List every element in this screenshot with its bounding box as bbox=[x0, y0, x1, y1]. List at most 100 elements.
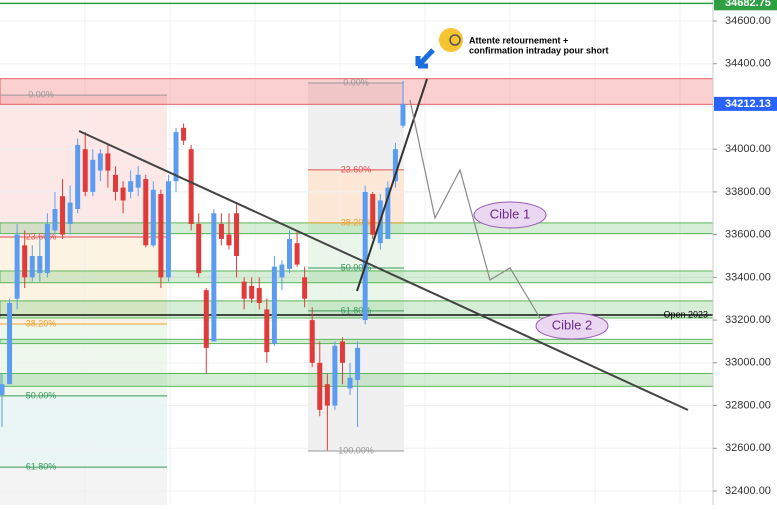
candle-body bbox=[370, 194, 376, 235]
fib-zone bbox=[308, 267, 404, 311]
y-tick-label: 34600.00 bbox=[725, 15, 771, 27]
candle-body bbox=[332, 345, 338, 406]
candle-body bbox=[120, 187, 126, 201]
candle-body bbox=[264, 309, 270, 353]
fib-label: 38.20% bbox=[341, 217, 372, 227]
support-zone bbox=[0, 270, 714, 284]
target-bubble bbox=[535, 312, 609, 340]
fib-zone bbox=[0, 467, 167, 505]
candle-body bbox=[309, 320, 315, 363]
fib-label: 38.20% bbox=[26, 318, 57, 328]
y-tick-label: 33200.00 bbox=[725, 314, 771, 326]
fib-label: 100.00% bbox=[338, 445, 374, 455]
candle-body bbox=[158, 194, 164, 278]
candle-body bbox=[271, 266, 277, 344]
candle-body bbox=[143, 179, 149, 246]
candle-body bbox=[324, 384, 330, 406]
target-label: Cible 1 bbox=[490, 206, 530, 221]
candle-body bbox=[165, 181, 171, 278]
candle-body bbox=[218, 223, 224, 239]
candle-body bbox=[150, 189, 156, 246]
price-tag bbox=[714, 0, 777, 11]
y-tick-label: 33800.00 bbox=[725, 186, 771, 198]
candle-body bbox=[355, 347, 361, 380]
candle-body bbox=[400, 103, 406, 126]
price-label: 34682.75 bbox=[725, 0, 771, 9]
y-tick-label: 32600.00 bbox=[725, 442, 771, 454]
candle-body bbox=[67, 202, 73, 224]
note: Attente retournement + bbox=[469, 35, 568, 45]
candle-body bbox=[14, 234, 20, 299]
candle-body bbox=[29, 256, 35, 278]
support-zone bbox=[0, 338, 714, 345]
candle-body bbox=[256, 288, 262, 304]
y-tick-label: 32400.00 bbox=[725, 485, 771, 497]
candle-body bbox=[181, 127, 187, 141]
fib-label: 61.80% bbox=[341, 305, 372, 315]
note: confirmation intraday pour short bbox=[469, 45, 609, 55]
candle-body bbox=[385, 187, 391, 239]
candle-body bbox=[241, 281, 247, 299]
candle-body bbox=[362, 191, 368, 321]
fib-label: 61.80% bbox=[26, 461, 57, 471]
candle-body bbox=[37, 256, 43, 274]
candle-body bbox=[90, 159, 96, 192]
candle-body bbox=[135, 174, 141, 188]
candle-body bbox=[97, 153, 103, 171]
target-bubble bbox=[473, 201, 547, 229]
target-label: Cible 2 bbox=[552, 317, 592, 332]
arrow bbox=[415, 48, 435, 69]
price-tag bbox=[714, 96, 777, 111]
candle-body bbox=[317, 362, 323, 410]
fib-label: 0.00% bbox=[28, 90, 54, 100]
candle-body bbox=[294, 243, 300, 265]
fib-label: 23.60% bbox=[26, 231, 57, 241]
trend-line bbox=[78, 130, 689, 411]
candle-body bbox=[82, 149, 88, 192]
fib-label: 50.00% bbox=[26, 390, 57, 400]
candle-body bbox=[203, 290, 209, 348]
candle-body bbox=[211, 213, 217, 342]
fib-zone bbox=[0, 236, 167, 324]
emoji-icon bbox=[439, 28, 463, 52]
fib-label: 50.00% bbox=[341, 262, 372, 272]
candle-body bbox=[188, 149, 194, 224]
candle-body bbox=[279, 264, 285, 278]
candle-body bbox=[7, 303, 13, 385]
candle-body bbox=[75, 144, 81, 210]
candle-body bbox=[0, 384, 5, 395]
fib-zone bbox=[308, 82, 404, 170]
projection-path bbox=[409, 99, 541, 319]
emoji-icon bbox=[449, 34, 461, 46]
candle-body bbox=[52, 209, 58, 231]
candle-body bbox=[234, 213, 240, 257]
y-tick-label: 34400.00 bbox=[725, 58, 771, 70]
candle-body bbox=[249, 285, 255, 299]
candle-body bbox=[302, 277, 308, 299]
y-tick-label: 33000.00 bbox=[725, 357, 771, 369]
candle-body bbox=[196, 223, 202, 274]
candle-body bbox=[44, 223, 50, 274]
fib-label: 23.60% bbox=[341, 164, 372, 174]
fib-zone bbox=[0, 395, 167, 468]
candle-body bbox=[105, 153, 111, 171]
y-tick-label: 32800.00 bbox=[725, 399, 771, 411]
price-label: 34212.13 bbox=[725, 98, 771, 110]
fib-zone bbox=[308, 310, 404, 452]
candle-body bbox=[226, 234, 232, 246]
candle-body bbox=[22, 245, 28, 278]
candle-body bbox=[60, 196, 66, 235]
candle-body bbox=[128, 181, 134, 192]
candle-body bbox=[287, 238, 293, 269]
candle-body bbox=[339, 341, 345, 363]
candle-body bbox=[347, 377, 353, 389]
candle-body bbox=[112, 174, 118, 192]
open-label: Open 2023 bbox=[663, 309, 708, 319]
axis-bg bbox=[713, 0, 777, 505]
y-tick-label: 34000.00 bbox=[725, 143, 771, 155]
candle-body bbox=[173, 132, 179, 182]
y-tick-label: 33400.00 bbox=[725, 271, 771, 283]
trend-line bbox=[356, 78, 428, 292]
candle-body bbox=[392, 149, 398, 182]
